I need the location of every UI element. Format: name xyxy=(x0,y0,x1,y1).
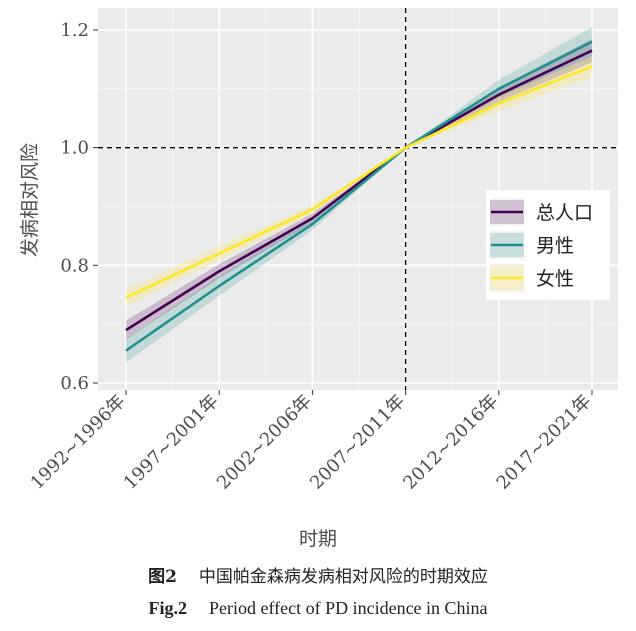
reference-lines xyxy=(98,8,618,390)
x-tick-label: 1997~2001年 xyxy=(120,391,223,494)
y-tick-label: 1.0 xyxy=(60,138,89,159)
series-line-女性 xyxy=(125,65,593,299)
y-tick-label: 1.2 xyxy=(60,20,89,41)
legend-label: 总人口 xyxy=(536,202,593,224)
x-tick-label: 2002~2006年 xyxy=(213,391,316,494)
y-tick-label: 0.8 xyxy=(60,255,89,276)
x-tick-label: 1992~1996年 xyxy=(27,391,130,494)
legend-label: 男性 xyxy=(536,235,574,257)
ci-band-男性 xyxy=(126,27,592,363)
figure-caption-en: Fig.2 Period effect of PD incidence in Ch… xyxy=(0,598,636,619)
legend-label: 女性 xyxy=(536,268,574,290)
ci-band-总人口 xyxy=(126,38,592,340)
series-line-总人口 xyxy=(125,49,593,332)
caption-cn-label: 图2 xyxy=(148,567,177,587)
y-axis-label: 发病相对风险 xyxy=(19,143,41,257)
x-axis-label: 时期 xyxy=(299,528,337,550)
y-tick-label: 0.6 xyxy=(60,373,89,394)
series-lines xyxy=(125,40,593,352)
x-tick-label: 2012~2016年 xyxy=(399,391,502,494)
x-tick-label: 2007~2011年 xyxy=(306,391,409,494)
caption-en-text: Period effect of PD incidence in China xyxy=(208,598,488,618)
period-effect-chart: 0.6 0.8 1.0 1.2 1992~1996年1997~2001年2002~20… xyxy=(19,8,618,550)
figure-caption-cn: 图2 中国帕金森病发病相对风险的时期效应 xyxy=(0,562,636,587)
y-axis: 0.6 0.8 1.0 1.2 xyxy=(60,20,98,394)
x-tick-label: 2017~2021年 xyxy=(493,391,596,494)
series-line-男性 xyxy=(125,40,593,352)
caption-cn-text: 中国帕金森病发病相对风险的时期效应 xyxy=(198,567,488,587)
x-axis: 1992~1996年1997~2001年2002~2006年2007~2011年… xyxy=(27,390,596,494)
caption-en-label: Fig.2 xyxy=(148,598,187,618)
